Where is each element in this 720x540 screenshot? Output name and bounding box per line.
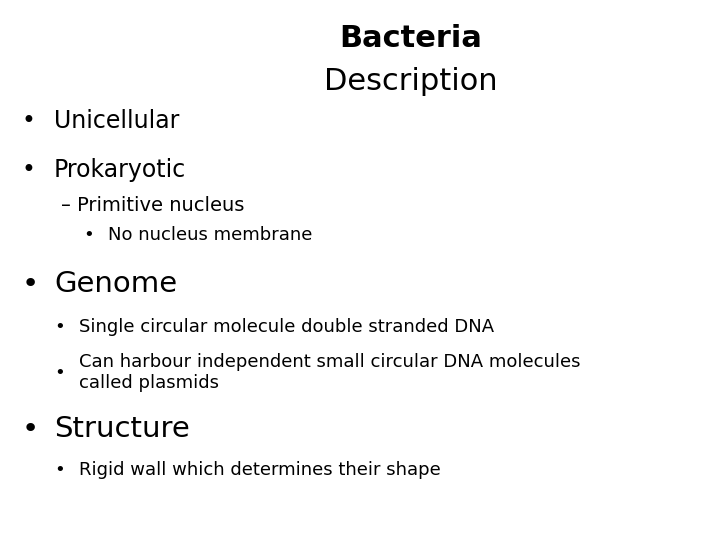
Text: •: •: [22, 415, 39, 443]
Text: Can harbour independent small circular DNA molecules
called plasmids: Can harbour independent small circular D…: [79, 353, 581, 392]
Text: Unicellular: Unicellular: [54, 110, 179, 133]
Text: Prokaryotic: Prokaryotic: [54, 158, 186, 182]
Text: Genome: Genome: [54, 269, 177, 298]
Text: •: •: [54, 461, 65, 479]
Text: •: •: [54, 318, 65, 336]
Text: •: •: [22, 158, 35, 182]
Text: •: •: [54, 363, 65, 382]
Text: – Primitive nucleus: – Primitive nucleus: [61, 195, 245, 215]
Text: •: •: [83, 226, 94, 244]
Text: •: •: [22, 110, 35, 133]
Text: Bacteria: Bacteria: [339, 24, 482, 53]
Text: No nucleus membrane: No nucleus membrane: [108, 226, 312, 244]
Text: Description: Description: [323, 68, 498, 97]
Text: Rigid wall which determines their shape: Rigid wall which determines their shape: [79, 461, 441, 479]
Text: Structure: Structure: [54, 415, 190, 443]
Text: Single circular molecule double stranded DNA: Single circular molecule double stranded…: [79, 318, 495, 336]
Text: •: •: [22, 269, 39, 298]
